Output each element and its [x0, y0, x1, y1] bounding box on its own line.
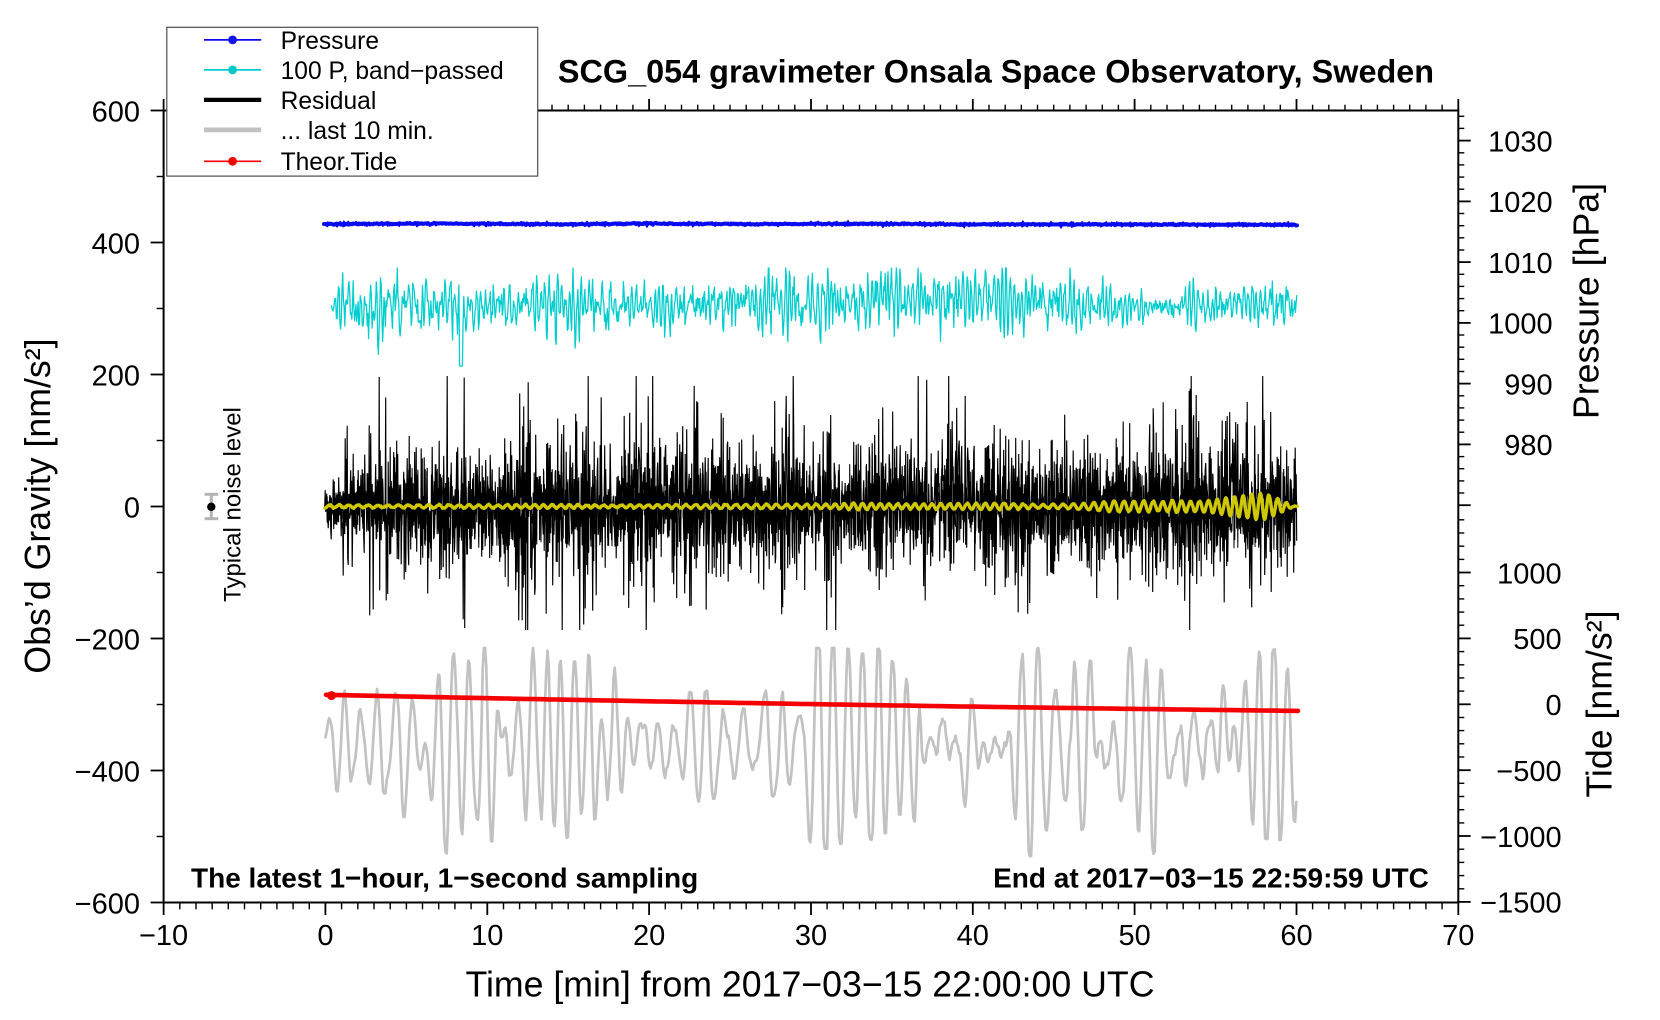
svg-text:−1000: −1000: [1480, 822, 1561, 854]
svg-text:Typical noise level: Typical noise level: [220, 407, 247, 602]
svg-text:Obs’d Gravity [nm/s²]: Obs’d Gravity [nm/s²]: [18, 338, 58, 673]
svg-text:1010: 1010: [1488, 248, 1553, 280]
svg-text:990: 990: [1504, 369, 1552, 401]
svg-text:100 P, band−passed: 100 P, band−passed: [281, 58, 504, 85]
svg-text:Tide [nm/s²]: Tide [nm/s²]: [1580, 610, 1620, 797]
svg-text:... last 10 min.: ... last 10 min.: [281, 118, 434, 145]
svg-text:Residual: Residual: [281, 88, 377, 115]
svg-text:Time [min] from 2017−03−15 22:: Time [min] from 2017−03−15 22:00:00 UTC: [466, 965, 1155, 1005]
svg-text:50: 50: [1118, 920, 1150, 952]
svg-text:10: 10: [471, 920, 503, 952]
svg-text:980: 980: [1504, 430, 1552, 462]
svg-text:Theor.Tide: Theor.Tide: [281, 149, 398, 176]
svg-text:600: 600: [92, 96, 140, 128]
svg-text:500: 500: [1513, 624, 1561, 656]
svg-text:0: 0: [124, 492, 140, 524]
svg-text:Pressure: Pressure: [281, 28, 379, 55]
svg-text:1030: 1030: [1488, 126, 1553, 158]
svg-text:70: 70: [1442, 920, 1474, 952]
svg-text:60: 60: [1280, 920, 1312, 952]
svg-text:−10: −10: [139, 920, 188, 952]
svg-text:−400: −400: [75, 756, 140, 788]
svg-text:Pressure [hPa]: Pressure [hPa]: [1567, 183, 1607, 419]
svg-text:20: 20: [633, 920, 665, 952]
svg-text:−500: −500: [1496, 756, 1561, 788]
svg-text:1020: 1020: [1488, 187, 1553, 219]
svg-text:40: 40: [957, 920, 989, 952]
svg-text:−600: −600: [75, 888, 140, 920]
svg-text:SCG_054 gravimeter Onsala Spac: SCG_054 gravimeter Onsala Space Observat…: [558, 54, 1434, 90]
svg-text:−1500: −1500: [1480, 888, 1561, 920]
svg-text:1000: 1000: [1497, 558, 1562, 590]
svg-text:200: 200: [92, 360, 140, 392]
svg-text:The latest 1−hour, 1−second sa: The latest 1−hour, 1−second sampling: [191, 863, 698, 894]
svg-text:1000: 1000: [1488, 309, 1553, 341]
svg-text:0: 0: [1545, 690, 1561, 722]
svg-text:−200: −200: [75, 624, 140, 656]
svg-text:400: 400: [92, 228, 140, 260]
svg-text:0: 0: [317, 920, 333, 952]
svg-text:30: 30: [795, 920, 827, 952]
svg-text:End at 2017−03−15 22:59:59 UTC: End at 2017−03−15 22:59:59 UTC: [993, 863, 1429, 894]
